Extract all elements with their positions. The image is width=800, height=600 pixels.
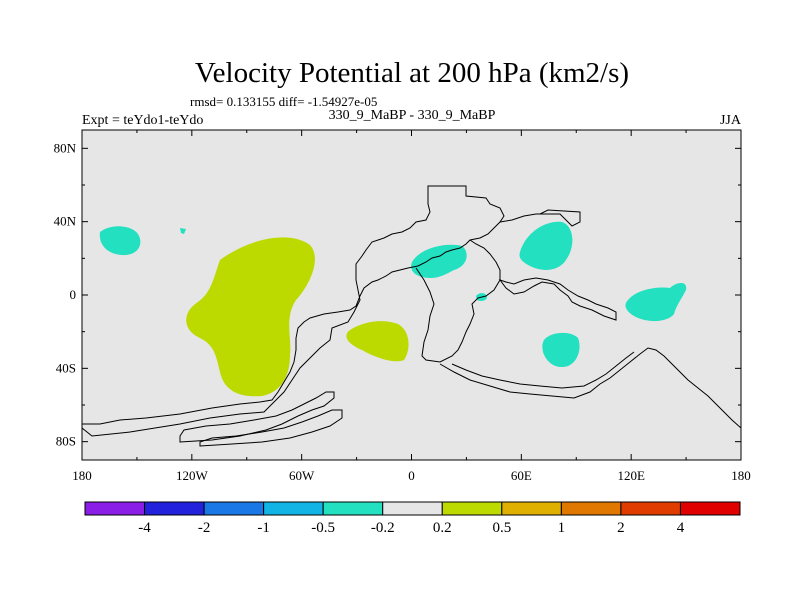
colorbar-label: 0.2 [433, 520, 452, 536]
lon-tick-label: 60E [511, 468, 532, 483]
outline-south-tier-1 [179, 391, 335, 443]
negative-anomaly-middle-east [519, 221, 573, 270]
colorbar-label: 0.5 [492, 520, 511, 536]
colorbar-label: -1 [257, 520, 270, 536]
outline-arabia-asia [499, 209, 581, 227]
colorbar-label: 2 [617, 520, 625, 536]
experiment-label: Expt = teYdo1-teYdo [82, 113, 203, 128]
colorbar-label: -4 [138, 520, 151, 536]
colorbar-swatch [144, 501, 205, 516]
negative-anomaly-north-pacific [99, 226, 141, 256]
lon-tick-label: 120W [176, 468, 209, 483]
lat-tick-label: 80N [54, 140, 77, 155]
season-label: JJA [720, 113, 742, 128]
axis-ticks [81, 130, 742, 460]
lon-tick-label: 120E [617, 468, 645, 483]
colorbar-label: 4 [677, 520, 685, 536]
lat-tick-label: 80S [56, 434, 76, 449]
colorbar-swatch [84, 501, 146, 516]
colorbar-swatch [322, 501, 384, 516]
outline-americas-europe [82, 185, 505, 437]
colorbar-swatch [441, 501, 503, 516]
axis-tick-labels: 80N 40N 0 40S 80S 180 120W 60W 0 60E 120E 180 [54, 140, 751, 483]
outline-india-sea [498, 277, 617, 321]
lat-tick-label: 0 [70, 287, 77, 302]
positive-anomaly-east-pacific [186, 237, 315, 397]
negative-anomaly-north-pacific-speck [180, 228, 186, 234]
colorbar-swatch [501, 501, 562, 516]
outline-southern-ridge [439, 347, 741, 429]
negative-anomaly-indian-ocean [542, 332, 580, 368]
colorbar-swatch [560, 501, 622, 516]
map-background [82, 130, 741, 460]
chart-title: Velocity Potential at 200 hPa (km2/s) [195, 57, 629, 89]
outline-south-tier-2 [199, 409, 343, 447]
outline-southern-ridge-inner [451, 351, 635, 389]
outline-africa [415, 239, 501, 363]
lon-tick-label: 60W [289, 468, 315, 483]
lon-tick-label: 0 [408, 468, 415, 483]
colorbar-swatch [203, 501, 265, 516]
colorbar-label: -0.2 [371, 520, 395, 536]
negative-anomaly-north-africa [411, 244, 467, 278]
colorbar: -4 -2 -1 -0.5 -0.2 0.2 0.5 1 2 4 [84, 501, 741, 536]
colorbar-label: 1 [558, 520, 566, 536]
lon-tick-label: 180 [72, 468, 92, 483]
continent-outlines [82, 185, 741, 447]
map-panel: 80N 40N 0 40S 80S 180 120W 60W 0 60E 120E 180 [54, 129, 751, 483]
colorbar-swatch [620, 501, 681, 516]
colorbar-swatch [679, 501, 741, 516]
colorbar-label: -0.5 [311, 520, 335, 536]
negative-anomaly-west-pacific [625, 283, 687, 322]
lon-tick-label: 180 [731, 468, 751, 483]
colorbar-swatch [263, 501, 324, 516]
colorbar-label: -2 [198, 520, 211, 536]
positive-anomaly-south-atlantic [346, 321, 409, 362]
lat-tick-label: 40N [54, 214, 77, 229]
stats-label: rmsd= 0.133155 diff= -1.54927e-05 [190, 94, 377, 109]
lat-tick-label: 40S [56, 360, 76, 375]
colorbar-swatch [382, 501, 443, 516]
case-label: 330_9_MaBP - 330_9_MaBP [329, 108, 496, 123]
